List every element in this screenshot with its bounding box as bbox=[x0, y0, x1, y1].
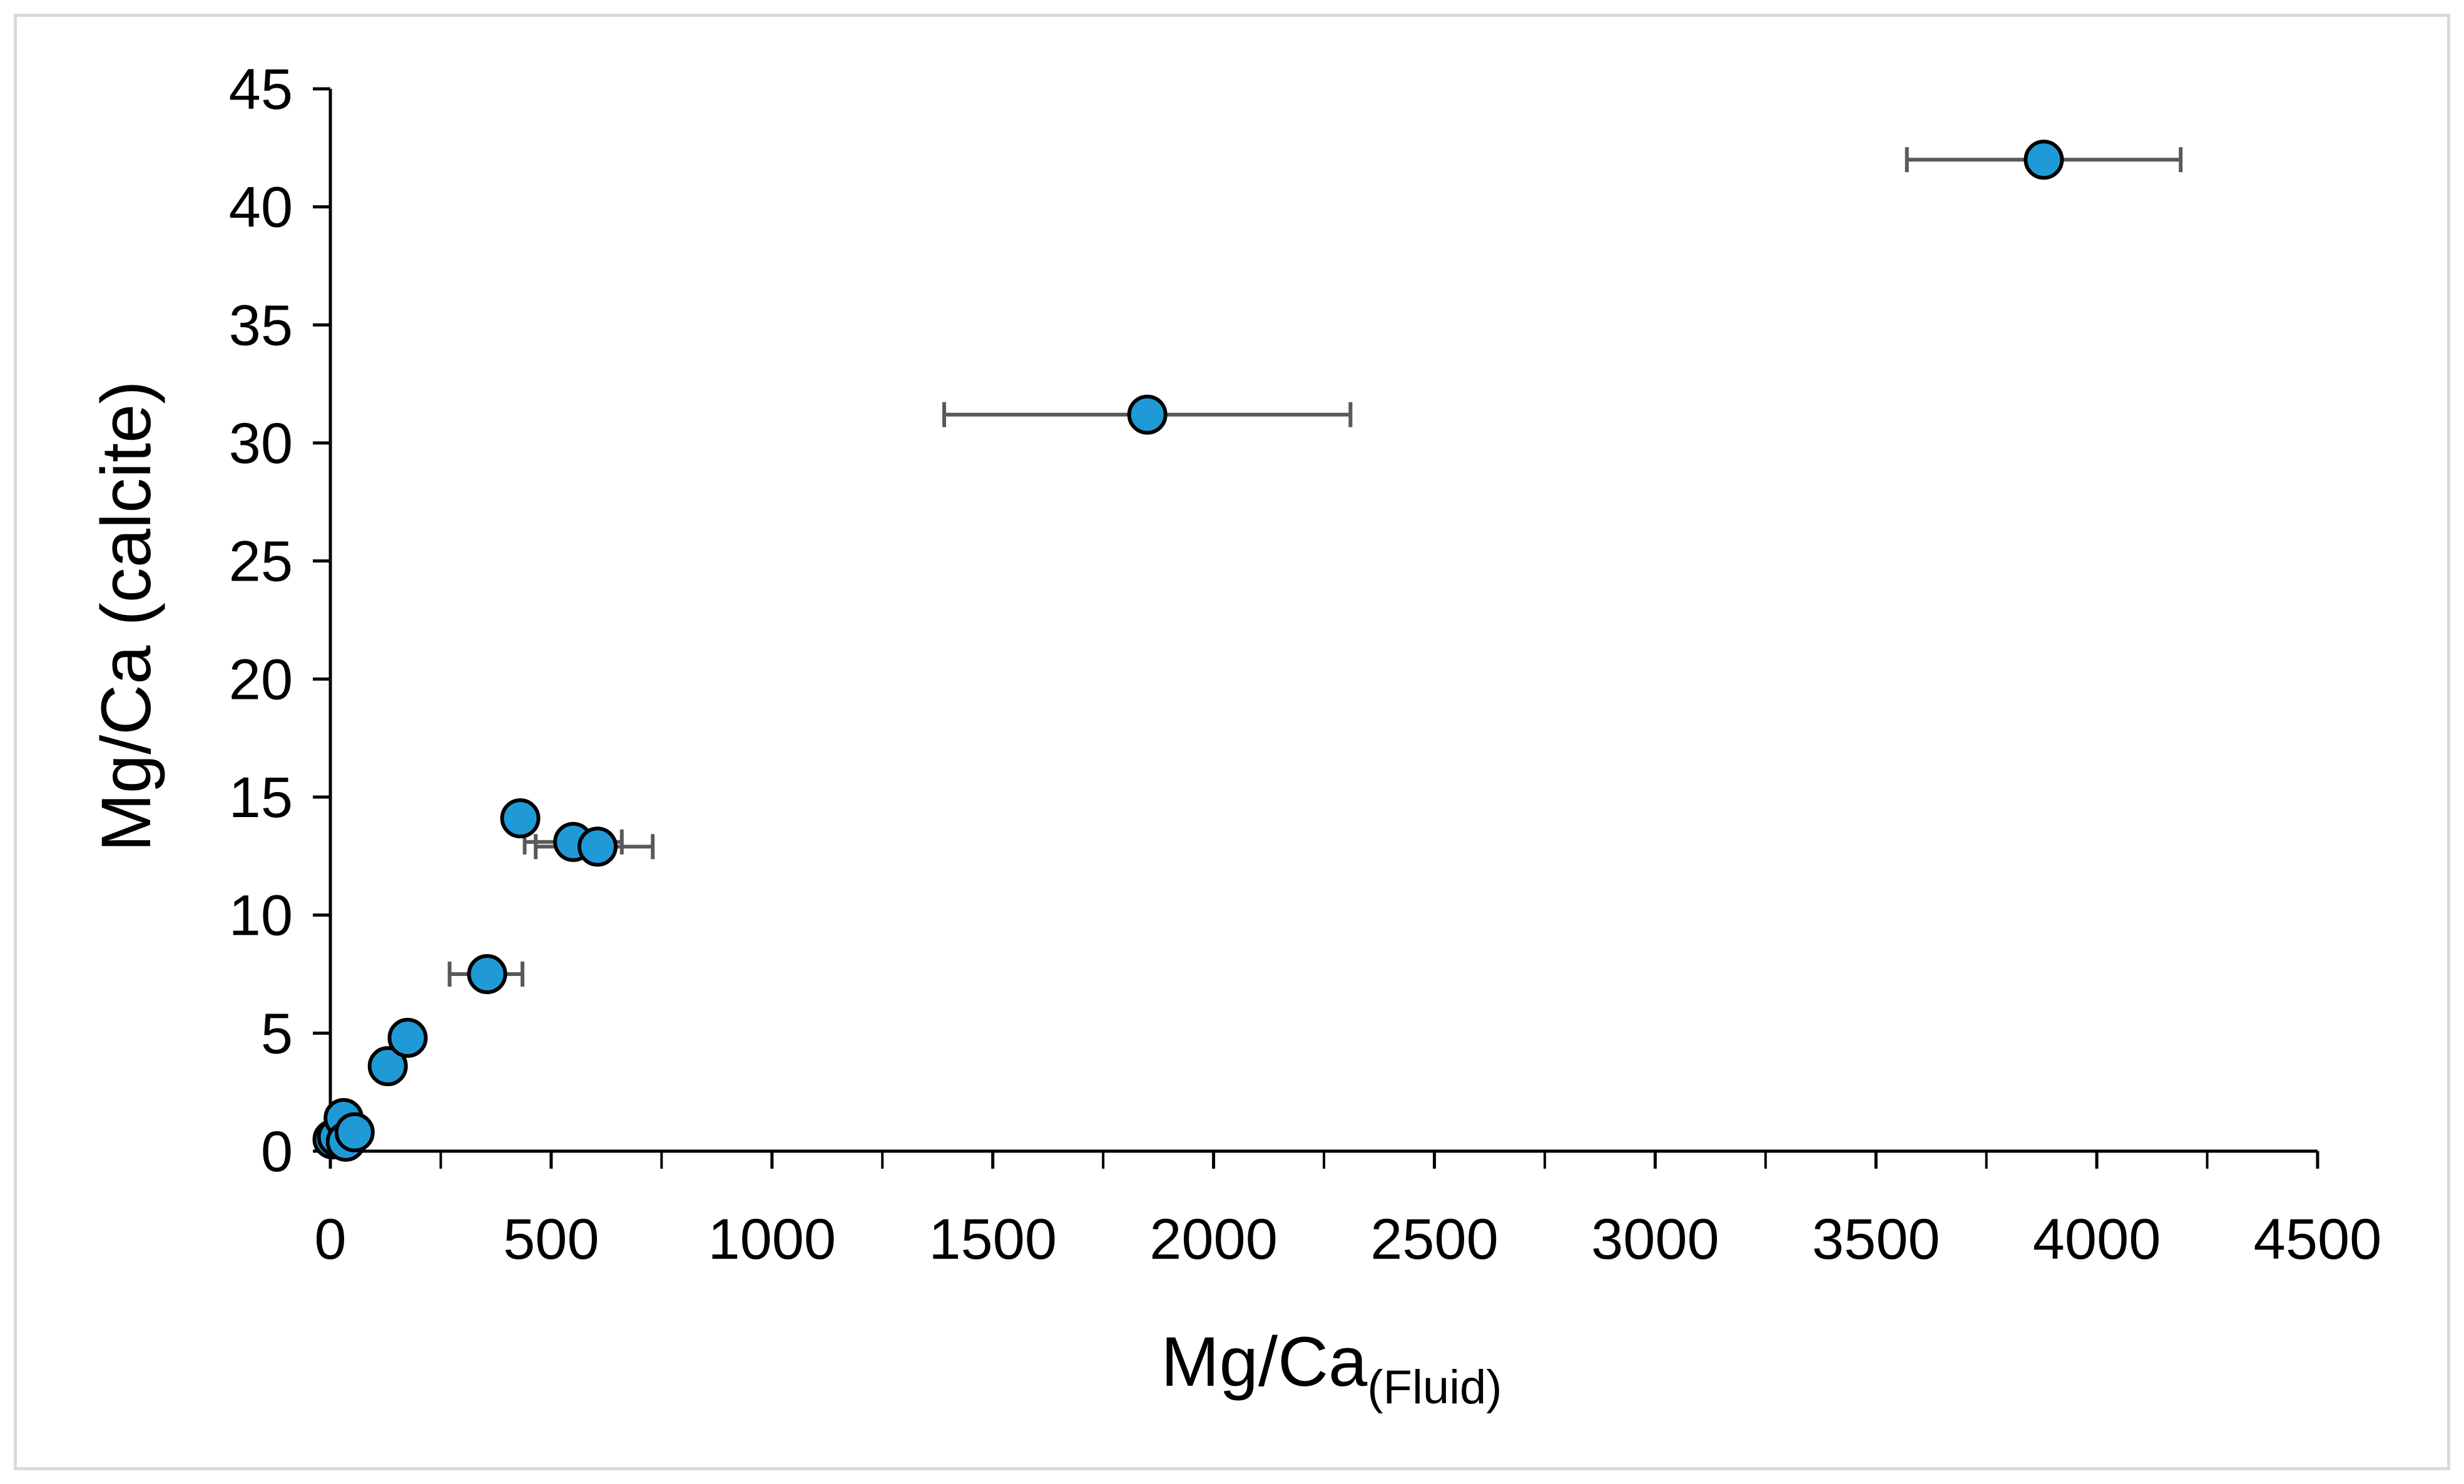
y-tick-label: 15 bbox=[229, 766, 293, 830]
data-point bbox=[387, 1017, 428, 1058]
y-tick-label: 45 bbox=[229, 58, 293, 121]
y-tick-label: 5 bbox=[261, 1002, 293, 1065]
x-tick-label: 1500 bbox=[929, 1207, 1057, 1271]
x-tick-label: 4000 bbox=[2033, 1207, 2161, 1271]
y-tick-label: 10 bbox=[229, 884, 293, 948]
x-tick-label: 2500 bbox=[1370, 1207, 1499, 1271]
data-point bbox=[500, 798, 541, 838]
data-point bbox=[467, 954, 507, 994]
tick-labels-layer: 0 500 1000 1500 2000 2500 3000 3500 4000 4500 0 5 10… bbox=[229, 58, 2382, 1271]
y-tick-label: 25 bbox=[229, 530, 293, 594]
y-tick-label: 0 bbox=[261, 1120, 293, 1184]
x-axis-title-main: Mg/Ca bbox=[1161, 1323, 1368, 1401]
data-point bbox=[334, 1112, 375, 1152]
y-axis-title: Mg/Ca (calcite) bbox=[87, 380, 165, 851]
x-tick-label: 4500 bbox=[2254, 1207, 2382, 1271]
error-bars-layer bbox=[447, 147, 2183, 987]
data-point bbox=[2024, 140, 2064, 180]
y-tick-label: 20 bbox=[229, 648, 293, 711]
y-tick-label: 35 bbox=[229, 293, 293, 357]
x-axis-title: Mg/Ca(Fluid) bbox=[1161, 1323, 1502, 1414]
y-tick-label: 40 bbox=[229, 176, 293, 240]
x-tick-label: 500 bbox=[503, 1207, 599, 1271]
x-tick-label: 2000 bbox=[1149, 1207, 1278, 1271]
axes-layer bbox=[313, 87, 2319, 1169]
points-layer bbox=[312, 140, 2064, 1162]
data-point bbox=[1127, 394, 1168, 435]
x-tick-label: 3000 bbox=[1591, 1207, 1719, 1271]
x-tick-label: 0 bbox=[314, 1207, 346, 1271]
chart-frame bbox=[14, 14, 2450, 1470]
data-point bbox=[367, 1046, 408, 1087]
y-tick-label: 30 bbox=[229, 412, 293, 475]
x-tick-label: 3500 bbox=[1812, 1207, 1940, 1271]
x-tick-label: 1000 bbox=[708, 1207, 836, 1271]
data-point bbox=[577, 826, 618, 867]
x-axis-title-subscript: (Fluid) bbox=[1367, 1361, 1502, 1414]
